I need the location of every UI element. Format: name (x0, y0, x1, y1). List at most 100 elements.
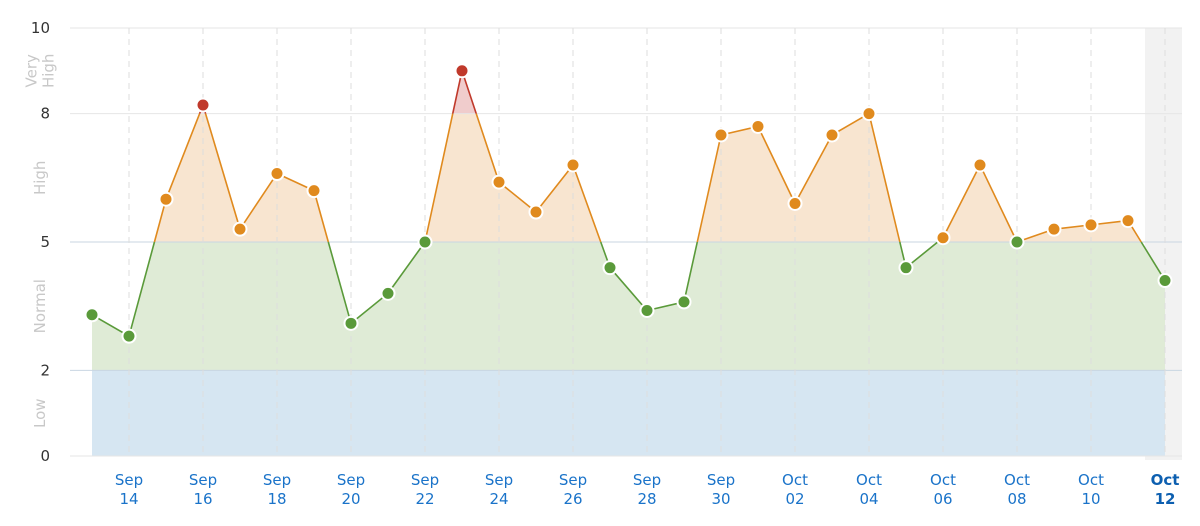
x-tick-day: 04 (859, 490, 878, 508)
series-segment (979, 164, 1018, 243)
x-axis-ticks: Sep14Sep16Sep18Sep20Sep22Sep24Sep26Sep28… (115, 471, 1180, 508)
y-tick-label: 0 (40, 447, 50, 465)
data-point (1009, 234, 1025, 250)
x-tick-day: 10 (1081, 490, 1100, 508)
x-tick-month: Oct (782, 471, 808, 489)
series-segment (868, 113, 901, 243)
data-point (750, 118, 766, 134)
series-segment (313, 190, 330, 243)
series-segment (535, 164, 574, 213)
x-tick-day: 22 (415, 490, 434, 508)
x-tick-day: 30 (711, 490, 730, 508)
x-tick-month: Sep (411, 471, 439, 489)
data-point (713, 127, 729, 143)
x-tick-day: 24 (489, 490, 508, 508)
x-tick-month: Oct (856, 471, 882, 489)
x-tick-day: 18 (267, 490, 286, 508)
series-segment (461, 70, 477, 114)
x-tick-month: Sep (633, 471, 661, 489)
data-point (824, 127, 840, 143)
data-point (935, 230, 951, 246)
x-tick-day: 20 (341, 490, 360, 508)
y-axis-ticks: 0 2 5 8 10 (31, 19, 50, 465)
x-tick-month: Oct (1078, 471, 1104, 489)
x-tick-month: Sep (189, 471, 217, 489)
series-segment (128, 241, 156, 337)
band-area-very-high (92, 70, 1165, 114)
data-point (676, 294, 692, 310)
x-tick-day: 26 (563, 490, 582, 508)
y-tick-label: 8 (40, 105, 50, 123)
series-segment (1140, 241, 1166, 281)
x-tick-month: Oct (1151, 471, 1180, 489)
x-tick-day: 16 (193, 490, 212, 508)
series-segment (794, 134, 833, 204)
data-point (232, 221, 248, 237)
data-point (639, 302, 655, 318)
series-segment (942, 164, 981, 239)
data-point (528, 204, 544, 220)
data-point (898, 260, 914, 276)
data-point (121, 328, 137, 344)
data-point (602, 260, 618, 276)
x-tick-month: Sep (337, 471, 365, 489)
data-point (972, 157, 988, 173)
x-tick-month: Sep (263, 471, 291, 489)
series-segment (165, 113, 201, 200)
series-segment (424, 113, 454, 243)
x-tick-month: Oct (930, 471, 956, 489)
series-segment (572, 164, 602, 243)
band-label: Low (31, 398, 49, 428)
data-point (1120, 213, 1136, 229)
band-area-low (92, 370, 1165, 456)
data-point (269, 166, 285, 182)
series-segment (239, 173, 278, 230)
x-tick-month: Sep (115, 471, 143, 489)
band-label-text: Very (23, 54, 41, 87)
series-segment (350, 292, 389, 324)
data-point (380, 285, 396, 301)
data-point (195, 97, 211, 113)
data-point (491, 174, 507, 190)
band-label-text: High (31, 161, 49, 195)
x-tick-month: Sep (707, 471, 735, 489)
series-segment (696, 134, 722, 243)
x-tick-month: Sep (559, 471, 587, 489)
series-segment (204, 113, 241, 230)
x-tick-day: 28 (637, 490, 656, 508)
x-tick-month: Oct (1004, 471, 1030, 489)
band-label-text: High (40, 54, 58, 88)
band-label-text: Normal (31, 279, 49, 333)
band-label-text: Low (31, 398, 49, 428)
data-point (306, 183, 322, 199)
data-point (861, 106, 877, 122)
data-point (1046, 221, 1062, 237)
series-segment (609, 267, 648, 312)
series-segment (327, 241, 352, 324)
x-tick-day: 06 (933, 490, 952, 508)
band-area-high (92, 113, 1165, 242)
series-segment (387, 241, 426, 294)
data-point (787, 195, 803, 211)
x-tick-day: 02 (785, 490, 804, 508)
series-segment (757, 126, 796, 204)
data-point (1083, 217, 1099, 233)
data-point (343, 315, 359, 331)
band-label: Very High (23, 54, 58, 88)
x-tick-month: Sep (485, 471, 513, 489)
data-point (454, 63, 470, 79)
series-segment (683, 241, 699, 303)
